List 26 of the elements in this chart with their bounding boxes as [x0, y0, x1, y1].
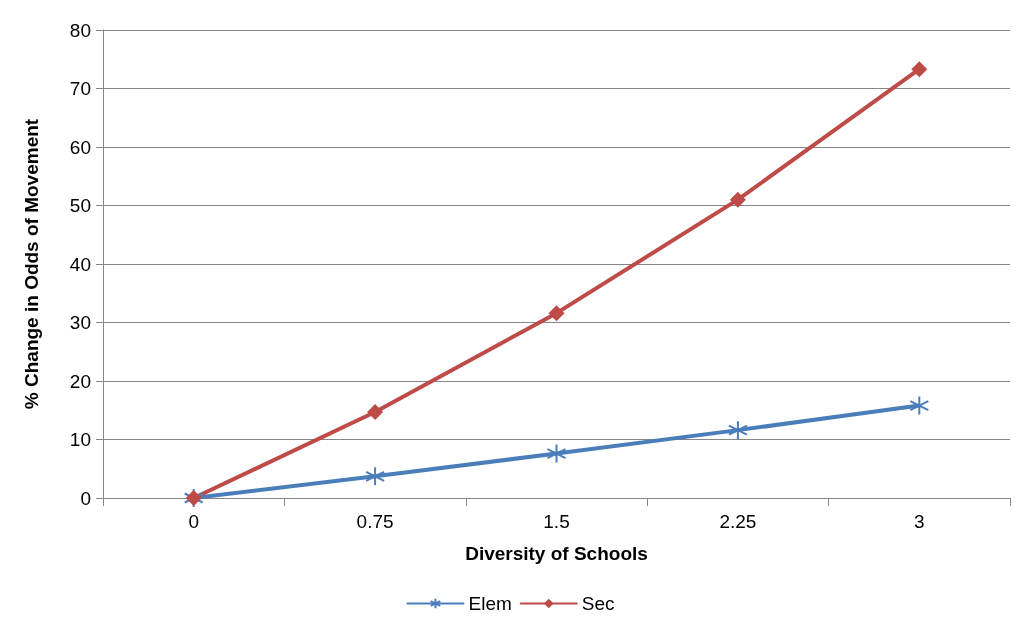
x-tick-label: 1.5	[543, 511, 570, 532]
point	[727, 420, 748, 441]
x-axis-title: Diversity of Schools	[465, 543, 648, 564]
y-tick-label: 0	[80, 487, 91, 509]
y-tick-label: 20	[69, 370, 91, 392]
x-tick-label: 0	[188, 511, 199, 532]
point	[729, 191, 746, 208]
y-tick-label: 50	[69, 195, 91, 216]
x-tick-label: 0.75	[356, 511, 394, 532]
y-axis-title: % Change in Odds of Movement	[21, 118, 42, 410]
x-tick-label: 3	[914, 511, 925, 532]
x-tick-label: 2.25	[719, 511, 757, 532]
y-tick-label: 10	[69, 429, 91, 450]
point	[367, 404, 384, 421]
y-tick-label: 30	[69, 312, 91, 333]
point	[911, 61, 928, 78]
legend-label: Sec	[581, 593, 615, 614]
point	[909, 395, 930, 416]
point	[548, 305, 565, 322]
y-tick-label: 40	[69, 253, 91, 275]
legend-label: Elem	[468, 593, 512, 614]
y-tick-label: 70	[69, 78, 91, 99]
y-tick-label: 80	[69, 19, 91, 41]
point	[546, 443, 567, 464]
y-tick-label: 60	[69, 136, 91, 158]
point	[365, 466, 386, 487]
